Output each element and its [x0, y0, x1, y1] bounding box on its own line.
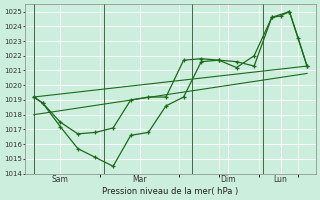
X-axis label: Pression niveau de la mer( hPa ): Pression niveau de la mer( hPa ) — [102, 187, 238, 196]
